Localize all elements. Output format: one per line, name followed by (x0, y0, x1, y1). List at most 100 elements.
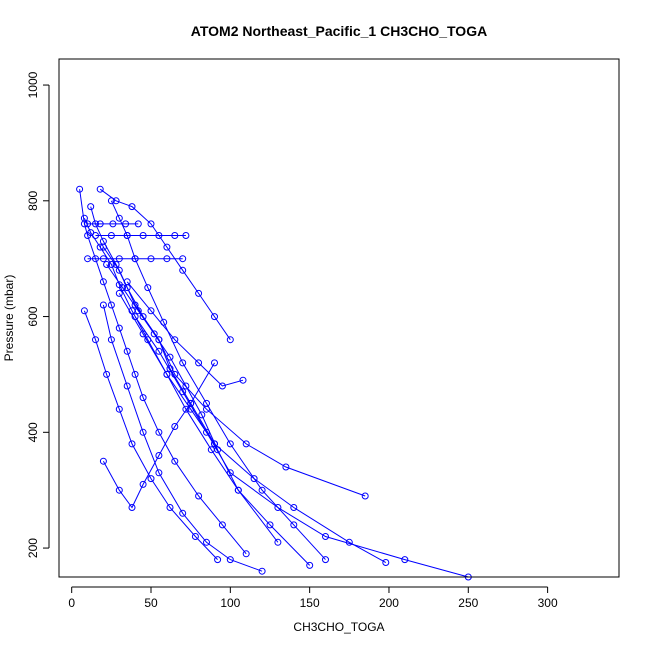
data-point (115, 324, 123, 332)
y-tick-label: 1000 (26, 71, 40, 98)
x-tick-label: 200 (379, 596, 399, 610)
y-tick-label: 400 (26, 422, 40, 442)
data-point (115, 405, 123, 413)
data-point (112, 197, 120, 205)
series-5 (84, 255, 187, 263)
data-point (128, 504, 136, 511)
data-point (150, 330, 158, 338)
data-point (306, 561, 314, 569)
data-point (182, 405, 190, 413)
series-line (106, 264, 219, 450)
data-point (179, 266, 187, 274)
series-line (134, 316, 469, 578)
x-tick-label: 250 (458, 596, 478, 610)
data-point (191, 533, 199, 540)
data-point (155, 336, 163, 344)
data-point (274, 538, 282, 546)
x-tick-label: 0 (68, 596, 75, 610)
data-point (163, 243, 171, 251)
data-point (107, 232, 115, 239)
data-point (107, 261, 115, 268)
data-point (155, 232, 163, 239)
data-point (96, 220, 104, 228)
data-point (155, 347, 163, 355)
data-point (401, 556, 409, 564)
data-point (163, 370, 171, 378)
data-point (84, 220, 92, 228)
data-point (147, 475, 155, 483)
data-point (139, 232, 147, 239)
data-point (155, 469, 163, 477)
data-point (107, 301, 115, 309)
data-point (131, 301, 139, 309)
series-6 (92, 232, 190, 239)
data-point (166, 365, 174, 373)
data-point (147, 255, 155, 263)
data-point (218, 521, 226, 529)
data-point (203, 538, 210, 546)
x-axis-label: CH3CHO_TOGA (293, 620, 384, 634)
data-point (166, 504, 174, 511)
data-point (195, 289, 203, 297)
data-point (171, 336, 179, 344)
x-tick-label: 100 (220, 596, 240, 610)
data-point (290, 521, 298, 529)
data-point (112, 261, 120, 268)
data-point (155, 452, 163, 459)
y-tick-label: 800 (26, 190, 40, 210)
data-point (179, 359, 187, 367)
data-point (242, 440, 250, 448)
data-point (139, 330, 147, 338)
data-point (115, 289, 123, 297)
y-tick-label: 200 (26, 538, 40, 558)
data-point (147, 220, 155, 228)
data-point (382, 559, 390, 566)
data-point (123, 232, 131, 239)
x-tick-label: 150 (300, 596, 320, 610)
series-13 (123, 278, 247, 390)
data-point (87, 203, 95, 211)
data-point (214, 446, 222, 454)
chart-title: ATOM2 Northeast_Pacific_1 CH3CHO_TOGA (191, 23, 487, 39)
data-point (171, 423, 179, 430)
series-15 (96, 185, 234, 344)
series-line (83, 310, 218, 560)
data-point (195, 492, 203, 500)
data-point (119, 284, 126, 292)
data-point (226, 556, 234, 564)
series-14 (103, 261, 222, 454)
data-point (187, 399, 195, 407)
data-point (290, 504, 298, 511)
series-line (102, 362, 215, 509)
data-point (179, 509, 187, 517)
data-point (322, 556, 329, 564)
data-point (115, 214, 123, 222)
plot-frame (58, 58, 620, 578)
data-point (163, 255, 171, 263)
data-point (171, 232, 179, 239)
series-12 (80, 307, 222, 564)
data-point (131, 255, 139, 263)
data-point (134, 220, 142, 228)
y-axis-label: Pressure (mbar) (2, 275, 16, 362)
series-line (79, 189, 247, 555)
data-point (182, 232, 190, 239)
data-point (84, 255, 92, 263)
data-point (99, 457, 107, 465)
x-tick-label: 50 (144, 596, 158, 610)
y-axis: 200 400 600 800 1000 (26, 71, 50, 558)
series-10 (131, 313, 472, 581)
series-16 (99, 359, 218, 511)
series-line (102, 304, 263, 572)
data-point (115, 486, 123, 494)
series-line (126, 281, 244, 387)
data-point (123, 347, 131, 355)
series-7 (84, 220, 142, 228)
data-point (80, 307, 88, 315)
series-line (99, 188, 231, 340)
data-point (123, 278, 131, 286)
data-point (99, 255, 107, 263)
series-layer (76, 185, 472, 581)
data-point (92, 336, 99, 344)
